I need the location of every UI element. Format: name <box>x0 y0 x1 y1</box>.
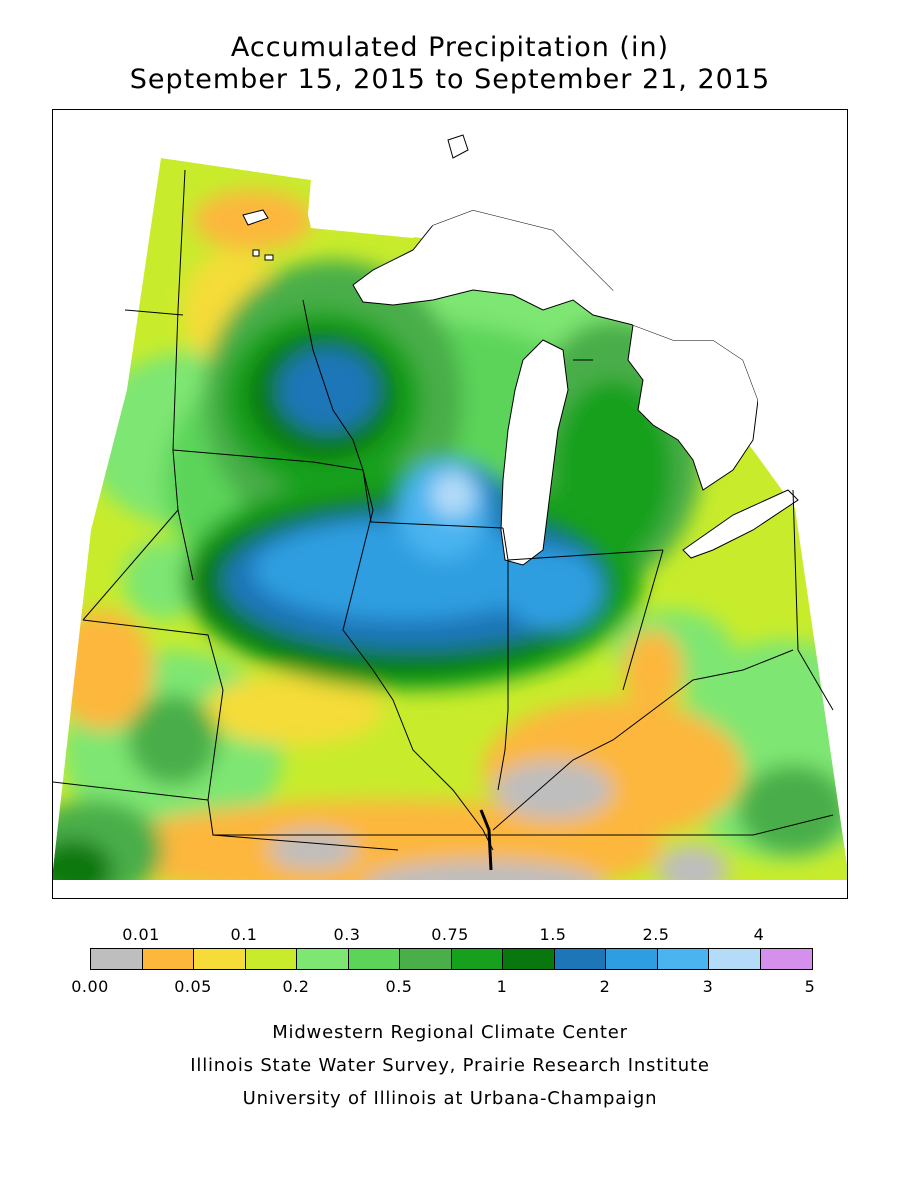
lake-erie <box>682 489 799 559</box>
legend-label-2: 2 <box>599 977 611 996</box>
credit-isws: Illinois State Water Survey, Prairie Res… <box>190 1055 710 1076</box>
legend-label-0-05: 0.05 <box>174 977 212 996</box>
legend-swatch-4 <box>297 949 349 969</box>
legend-swatch-8 <box>503 949 555 969</box>
lake-huron <box>627 324 759 491</box>
legend-swatch-6 <box>400 949 452 969</box>
legend-label-4: 4 <box>753 925 765 944</box>
legend-label-0-01: 0.01 <box>122 925 160 944</box>
legend-label-1-5: 1.5 <box>539 925 567 944</box>
lake-michigan <box>500 339 569 566</box>
legend-swatch-11 <box>657 949 709 969</box>
legend-label-0-1: 0.1 <box>230 925 258 944</box>
legend-swatch-3 <box>245 949 297 969</box>
credit-uiuc: University of Illinois at Urbana-Champai… <box>242 1088 658 1109</box>
legend-swatch-13 <box>760 949 812 969</box>
legend-swatch-12 <box>709 949 761 969</box>
legend-swatch-2 <box>194 949 246 969</box>
date-range-subtitle: September 15, 2015 to September 21, 2015 <box>129 64 771 95</box>
state-borders <box>53 169 834 851</box>
legend-label-0-75: 0.75 <box>431 925 469 944</box>
legend-label-0-3: 0.3 <box>333 925 361 944</box>
legend-color-bar <box>90 948 813 970</box>
legend-label-0-00: 0.00 <box>71 977 109 996</box>
legend-label-0-5: 0.5 <box>385 977 413 996</box>
legend-swatch-7 <box>451 949 503 969</box>
legend-swatch-10 <box>606 949 658 969</box>
legend-swatch-5 <box>348 949 400 969</box>
legend-label-1: 1 <box>496 977 508 996</box>
legend-label-0-2: 0.2 <box>282 977 310 996</box>
credit-mrcc: Midwestern Regional Climate Center <box>272 1022 628 1043</box>
legend-swatch-1 <box>142 949 194 969</box>
canada-region <box>161 110 847 490</box>
legend-swatch-0 <box>91 949 143 969</box>
color-legend: 0.01 0.1 0.3 0.75 1.5 2.5 4 0.00 0.05 0.… <box>0 920 900 1010</box>
map-title: Accumulated Precipitation (in) <box>230 32 670 63</box>
legend-swatch-9 <box>554 949 606 969</box>
legend-label-5: 5 <box>804 977 816 996</box>
legend-label-2-5: 2.5 <box>642 925 670 944</box>
precipitation-map <box>52 109 848 899</box>
legend-label-3: 3 <box>702 977 714 996</box>
